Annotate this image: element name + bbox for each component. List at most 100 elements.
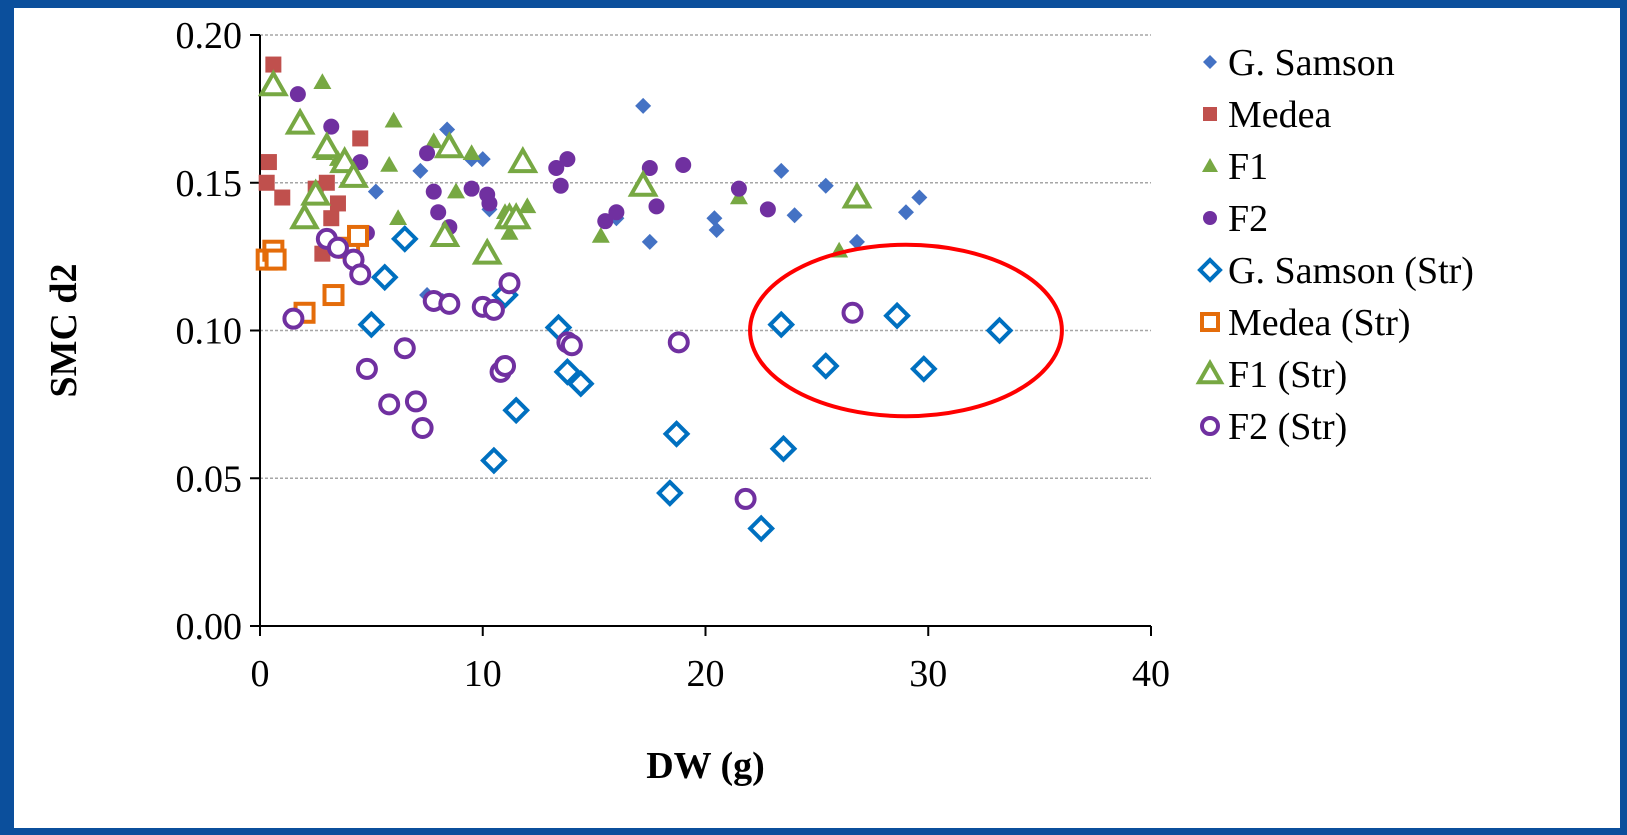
data-point [284, 107, 316, 135]
data-point [474, 151, 491, 168]
data-point [494, 354, 517, 377]
data-point [909, 355, 938, 383]
legend-marker [1197, 257, 1223, 283]
data-point [430, 204, 447, 221]
data-point [667, 331, 690, 354]
data-point [378, 393, 401, 416]
highlight-ellipse [748, 242, 1064, 419]
data-point [412, 162, 429, 179]
data-point [425, 183, 442, 200]
legend-label: F2 [1228, 198, 1268, 240]
x-tick-label: 0 [251, 653, 270, 695]
x-tick-label: 20 [687, 653, 725, 695]
data-point [552, 177, 569, 194]
x-tick-labels: 0 10 20 30 40 [251, 653, 1171, 695]
data-point [883, 301, 911, 330]
data-point [786, 207, 803, 224]
legend-marker [1195, 358, 1225, 385]
data-point [347, 224, 370, 247]
data-point [507, 146, 539, 174]
data-point [608, 204, 625, 221]
series-6 [257, 69, 873, 265]
data-point [706, 210, 723, 227]
data-point [323, 118, 340, 135]
legend-label: F2 (Str) [1228, 406, 1347, 448]
y-tick-label: 0.05 [176, 458, 243, 500]
data-point [318, 174, 335, 191]
y-tick-label: 0.10 [176, 311, 243, 353]
data-point [433, 131, 465, 159]
data-point [258, 174, 275, 191]
data-point [627, 169, 659, 197]
data-point [848, 233, 865, 250]
series-2 [313, 73, 849, 258]
x-tick-label: 30 [909, 653, 947, 695]
x-tick-label: 10 [464, 653, 502, 695]
data-point [500, 202, 532, 230]
y-tick-labels: 0.00 0.05 0.10 0.15 0.20 [176, 15, 243, 648]
legend-marker [1203, 211, 1217, 225]
data-point [656, 479, 684, 507]
series-4 [357, 225, 1014, 543]
data-point [352, 130, 369, 147]
data-point [635, 97, 652, 114]
data-point [481, 195, 498, 212]
data-point [841, 181, 873, 209]
data-point [648, 198, 665, 215]
legend-label: G. Samson [1228, 42, 1395, 84]
data-point [326, 236, 349, 259]
data-point [480, 446, 508, 475]
legend-marker [1203, 55, 1217, 69]
y-axis-title: SMC d2 [43, 263, 85, 397]
y-tick-label: 0.15 [176, 163, 243, 205]
data-points [255, 56, 1014, 543]
data-point [389, 209, 408, 225]
scatter-chart: 0.00 0.05 0.10 0.15 0.20 0 10 20 30 40 DW (g) SM… [43, 15, 1474, 787]
y-tick-label: 0.20 [176, 15, 243, 57]
data-point [597, 213, 614, 230]
data-point [300, 178, 332, 206]
series-1 [258, 56, 369, 262]
legend-label: Medea (Str) [1228, 302, 1411, 344]
data-point [747, 514, 776, 543]
data-point [675, 157, 692, 174]
data-point [553, 358, 582, 386]
data-point [502, 396, 530, 425]
data-point [560, 334, 583, 357]
data-point [257, 69, 289, 97]
data-point [462, 144, 481, 160]
data-point [734, 487, 757, 510]
data-point [591, 226, 610, 243]
data-point [264, 248, 287, 271]
data-point [424, 132, 443, 149]
data-point [773, 162, 790, 179]
data-point [641, 159, 658, 176]
annotations [748, 242, 1064, 419]
data-point [370, 263, 399, 292]
data-point [438, 292, 461, 315]
chart-frame: 0.00 0.05 0.10 0.15 0.20 0 10 20 30 40 DW (g) SM… [14, 8, 1620, 828]
data-point [769, 434, 798, 463]
data-point [265, 56, 282, 73]
data-point [323, 210, 340, 227]
data-point [767, 310, 796, 339]
legend-marker [1200, 312, 1220, 332]
data-point [429, 219, 461, 247]
data-point [419, 145, 436, 162]
data-point [322, 284, 345, 307]
legend-label: G. Samson (Str) [1228, 250, 1474, 292]
y-tick-label: 0.00 [176, 606, 243, 648]
data-point [289, 202, 320, 230]
data-point [447, 182, 466, 199]
data-point [708, 222, 725, 239]
data-point [384, 111, 403, 128]
data-point [313, 73, 332, 90]
data-point [817, 177, 834, 194]
data-point [404, 390, 427, 413]
data-point [566, 369, 595, 398]
data-point [411, 417, 434, 440]
axes [259, 35, 1151, 627]
x-tick-label: 40 [1132, 653, 1170, 695]
data-point [559, 151, 576, 168]
series-0 [367, 97, 928, 309]
